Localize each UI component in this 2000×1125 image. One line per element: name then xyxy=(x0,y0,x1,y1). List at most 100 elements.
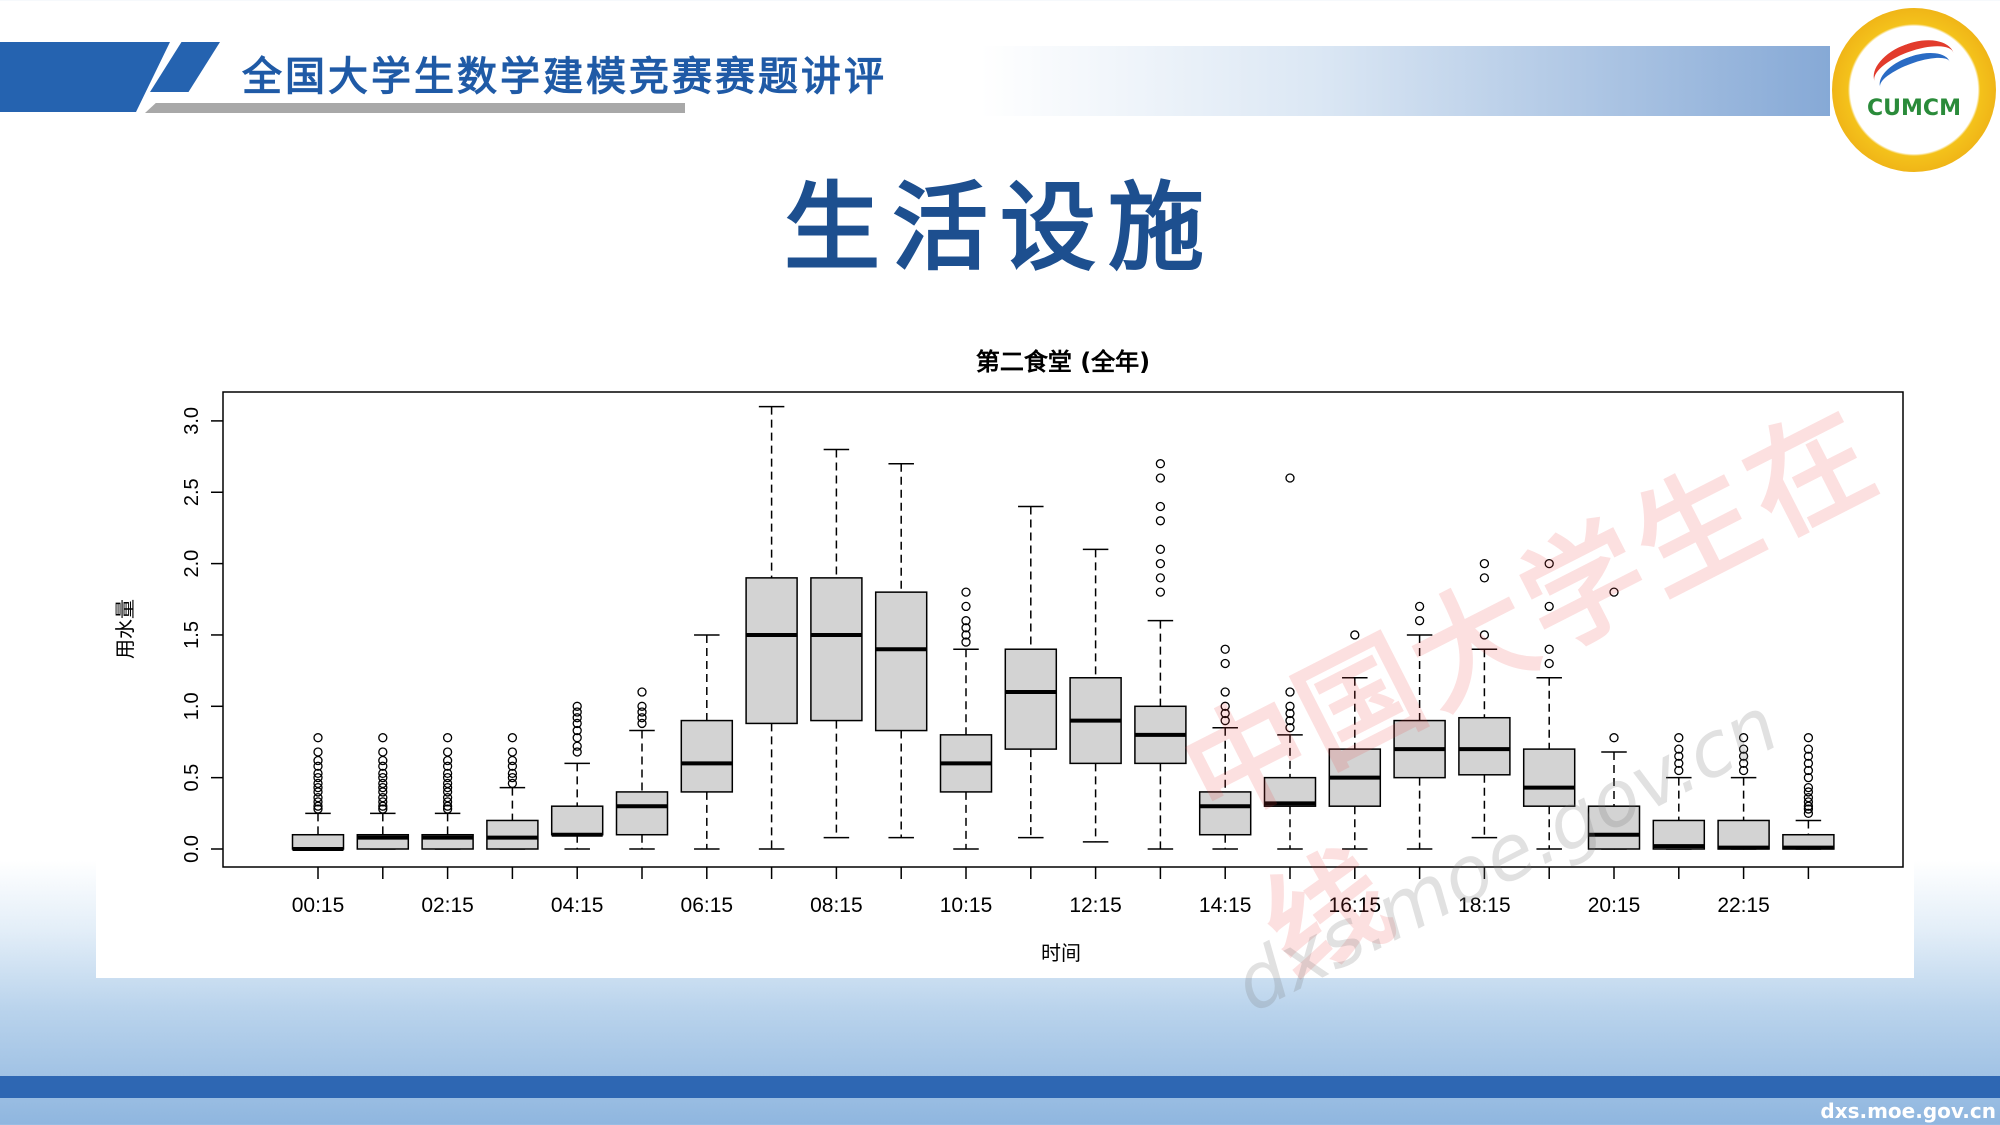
plot-frame xyxy=(222,391,1904,868)
outlier-point xyxy=(378,782,388,793)
outlier-point xyxy=(313,804,323,814)
outlier-point xyxy=(1803,797,1814,807)
y-tick-label: 3.0 xyxy=(181,407,203,435)
y-tick-label: 1.5 xyxy=(181,621,203,649)
slide-title: 生活设施 xyxy=(784,171,1216,284)
outlier-point xyxy=(442,768,453,779)
outlier-point xyxy=(1155,459,1166,469)
outlier-point xyxy=(507,755,518,766)
outlier-point xyxy=(1803,804,1814,814)
outlier-point xyxy=(313,792,323,803)
outlier-point xyxy=(1609,733,1619,743)
header-gradient-band xyxy=(980,46,1830,116)
outlier-point xyxy=(961,630,971,640)
outlier-point xyxy=(961,637,971,647)
outlier-point xyxy=(1479,630,1490,640)
outlier-point xyxy=(378,761,388,771)
outlier-point xyxy=(961,623,971,633)
outlier-point xyxy=(378,733,388,743)
outlier-point xyxy=(313,761,323,771)
y-tick-label: 2.5 xyxy=(181,478,203,506)
outlier-point xyxy=(378,804,388,814)
outlier-point xyxy=(442,778,453,789)
box xyxy=(1522,748,1576,807)
outlier-point xyxy=(637,713,647,723)
box xyxy=(745,577,798,725)
bottom-band xyxy=(0,1076,2000,1098)
outlier-point xyxy=(442,773,453,783)
outlier-point xyxy=(1285,708,1295,719)
outlier-point xyxy=(637,718,647,729)
header-title: 全国大学生数学建模竞赛赛题讲评 xyxy=(242,53,887,100)
outlier-point xyxy=(1674,744,1684,754)
box xyxy=(810,577,863,722)
outlier-point xyxy=(1738,744,1749,754)
outlier-point xyxy=(313,797,323,807)
outlier-point xyxy=(637,707,647,717)
outlier-point xyxy=(1544,558,1554,569)
outlier-point xyxy=(637,701,647,711)
outlier-point xyxy=(1803,787,1814,797)
outlier-point xyxy=(1544,644,1554,654)
x-tick-label: 08:15 xyxy=(810,894,863,917)
outlier-point xyxy=(1155,587,1166,597)
outlier-point xyxy=(572,707,582,717)
x-tick-label: 06:15 xyxy=(681,894,734,917)
box xyxy=(1458,716,1511,776)
outlier-point xyxy=(313,768,323,779)
outlier-point xyxy=(1220,715,1230,726)
outlier-point xyxy=(442,747,453,757)
outlier-point xyxy=(637,687,647,697)
outlier-point xyxy=(1544,601,1554,612)
outlier-point xyxy=(442,761,453,771)
outlier-point xyxy=(1803,751,1814,761)
y-tick-label: 0.0 xyxy=(181,835,203,863)
outlier-point xyxy=(1285,687,1295,697)
outlier-point xyxy=(1674,758,1684,769)
outlier-point xyxy=(1803,765,1814,776)
outlier-point xyxy=(313,773,323,783)
x-tick-label: 18:15 xyxy=(1458,894,1511,917)
outlier-point xyxy=(1155,573,1166,583)
box xyxy=(1004,648,1058,750)
outlier-point xyxy=(1220,658,1230,669)
x-tick-label: 22:15 xyxy=(1717,894,1770,917)
box xyxy=(874,591,928,732)
outlier-point xyxy=(507,773,518,783)
outlier-point xyxy=(1350,630,1360,640)
box xyxy=(486,819,539,850)
outlier-point xyxy=(1414,601,1425,612)
outlier-point xyxy=(1155,473,1166,483)
outlier-point xyxy=(572,741,582,751)
outlier-point xyxy=(1285,473,1295,483)
outlier-point xyxy=(507,747,518,757)
outlier-point xyxy=(1674,751,1684,761)
box xyxy=(615,791,669,836)
outlier-point xyxy=(313,747,323,757)
outlier-point xyxy=(442,792,453,803)
y-axis-label: 用水量 xyxy=(113,599,137,659)
outlier-point xyxy=(507,768,518,779)
box xyxy=(1717,819,1770,850)
box xyxy=(680,719,734,793)
outlier-point xyxy=(572,701,582,711)
outlier-point xyxy=(1738,765,1749,776)
x-tick-label: 16:15 xyxy=(1329,894,1382,917)
outlier-point xyxy=(1544,658,1554,669)
box xyxy=(550,805,604,836)
x-tick-label: 02:15 xyxy=(421,894,474,917)
outlier-point xyxy=(442,782,453,793)
outlier-point xyxy=(572,733,582,743)
box xyxy=(291,833,345,850)
outlier-point xyxy=(442,733,453,743)
outlier-point xyxy=(378,747,388,757)
outlier-point xyxy=(1479,558,1490,569)
outlier-point xyxy=(572,718,582,729)
outlier-point xyxy=(1738,733,1749,743)
box xyxy=(1198,791,1252,836)
outlier-point xyxy=(961,601,971,612)
box xyxy=(1587,805,1641,850)
x-tick-label: 00:15 xyxy=(292,894,345,917)
outlier-point xyxy=(378,797,388,807)
